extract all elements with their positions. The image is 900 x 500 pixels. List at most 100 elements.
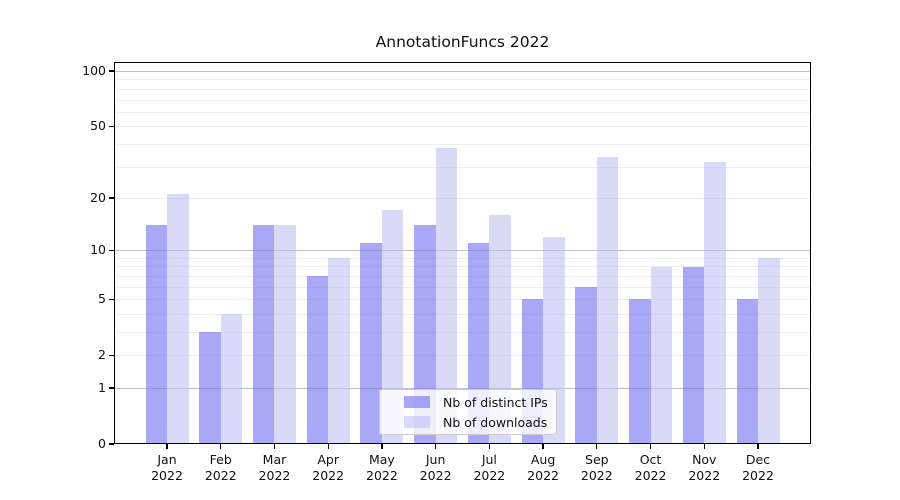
x-tick-mark — [166, 444, 168, 449]
y-tick-label: 2 — [98, 347, 106, 363]
x-tick-label: Oct 2022 — [621, 452, 681, 484]
chart-title: AnnotationFuncs 2022 — [375, 33, 550, 51]
y-tick-mark — [109, 387, 114, 389]
bar-distinct-ips-sep — [575, 286, 597, 444]
y-tick-mark — [109, 249, 114, 251]
bar-distinct-ips-dec — [736, 299, 758, 444]
gridline-minor — [114, 275, 811, 277]
gridline-minor — [114, 197, 811, 199]
y-tick-label: 10 — [90, 242, 106, 258]
x-tick-label: Jun 2022 — [406, 452, 466, 484]
x-tick-label: Apr 2022 — [298, 452, 358, 484]
gridline-minor — [114, 257, 811, 259]
gridline-minor — [114, 286, 811, 288]
bar-distinct-ips-may — [360, 243, 382, 444]
x-tick-year: 2022 — [580, 468, 613, 483]
x-tick-mark — [273, 444, 276, 449]
legend-label-distinct-ips: Nb of distinct IPs — [443, 394, 548, 410]
bar-downloads-apr — [328, 257, 350, 444]
x-tick-mark — [542, 444, 544, 449]
bar-downloads-jul — [489, 215, 511, 444]
y-tick-label: 100 — [82, 63, 106, 79]
y-tick-label: 20 — [90, 189, 106, 205]
gridline-minor — [114, 355, 811, 357]
x-tick-month: Jul — [481, 452, 497, 467]
x-tick-label: Aug 2022 — [513, 452, 573, 484]
gridline-minor — [114, 88, 811, 90]
x-tick-year: 2022 — [366, 468, 398, 483]
y-tick-mark — [109, 354, 114, 356]
bar-downloads-jan — [167, 194, 189, 444]
bar-distinct-ips-mar — [252, 225, 275, 444]
bar-distinct-ips-oct — [629, 299, 651, 444]
x-tick-month: Oct — [639, 452, 662, 467]
x-tick-month: Feb — [209, 452, 232, 467]
x-tick-label: May 2022 — [352, 452, 412, 484]
x-tick-mark — [649, 444, 652, 449]
gridline-minor — [114, 299, 811, 301]
x-tick-month: Aug — [530, 452, 556, 467]
x-tick-mark — [488, 444, 490, 449]
y-tick-label: 1 — [98, 379, 106, 395]
y-tick-mark — [109, 197, 114, 199]
gridline-minor — [114, 111, 811, 113]
x-tick-mark — [220, 444, 222, 449]
gridline-minor — [114, 126, 811, 128]
x-tick-label: Jul 2022 — [459, 452, 519, 484]
x-tick-month: Jun — [425, 452, 446, 467]
x-tick-month: Dec — [745, 452, 771, 467]
gridline-minor — [114, 166, 811, 168]
x-tick-year: 2022 — [742, 468, 774, 483]
legend-label-downloads: Nb of downloads — [443, 414, 548, 430]
gridline-major — [114, 71, 811, 73]
gridline-minor — [114, 99, 811, 101]
x-tick-label: Sep 2022 — [567, 452, 627, 484]
x-tick-month: May — [368, 452, 395, 467]
gridline-minor — [114, 313, 811, 315]
bar-distinct-ips-apr — [306, 276, 329, 444]
bar-downloads-jun — [435, 148, 458, 444]
y-tick-label: 0 — [98, 436, 106, 451]
bars-layer — [114, 62, 811, 444]
x-tick-month: Apr — [317, 452, 339, 467]
plot-area: Nb of distinct IPs Nb of downloads — [114, 62, 811, 444]
bar-downloads-nov — [704, 161, 726, 444]
gridline-minor — [114, 331, 811, 333]
x-tick-label: Feb 2022 — [191, 452, 251, 484]
bar-distinct-ips-jan — [145, 225, 167, 444]
y-tick-label: 50 — [90, 118, 106, 134]
grid-layer — [114, 62, 811, 444]
bar-distinct-ips-nov — [682, 266, 705, 444]
x-tick-month: Nov — [692, 452, 717, 467]
bar-downloads-oct — [650, 266, 673, 444]
x-tick-month: Sep — [585, 452, 609, 467]
x-tick-year: 2022 — [312, 468, 345, 483]
y-tick-label: 5 — [98, 291, 106, 307]
x-tick-mark — [596, 444, 598, 449]
bar-downloads-mar — [274, 225, 296, 444]
x-tick-month: Jan — [157, 452, 177, 467]
x-tick-year: 2022 — [204, 468, 237, 483]
legend-item-distinct-ips: Nb of distinct IPs — [404, 392, 556, 412]
gridline-major — [114, 387, 811, 389]
x-tick-mark — [757, 444, 759, 449]
y-tick-mark — [109, 125, 114, 127]
legend: Nb of distinct IPs Nb of downloads — [379, 389, 557, 435]
x-tick-year: 2022 — [634, 468, 667, 483]
gridline-minor — [114, 266, 811, 268]
bar-downloads-may — [381, 210, 404, 444]
x-tick-year: 2022 — [151, 468, 183, 483]
x-tick-mark — [381, 444, 383, 449]
x-tick-label: Jan 2022 — [137, 452, 197, 484]
bar-distinct-ips-feb — [199, 332, 221, 444]
x-tick-year: 2022 — [688, 468, 721, 483]
bar-downloads-dec — [758, 257, 780, 444]
x-tick-year: 2022 — [419, 468, 452, 483]
x-tick-label: Mar 2022 — [244, 452, 304, 484]
legend-swatch-downloads — [404, 416, 430, 428]
x-tick-label: Nov 2022 — [674, 452, 734, 484]
y-tick-mark — [109, 70, 114, 72]
x-tick-month: Mar — [262, 452, 287, 467]
gridline-major — [114, 250, 811, 252]
